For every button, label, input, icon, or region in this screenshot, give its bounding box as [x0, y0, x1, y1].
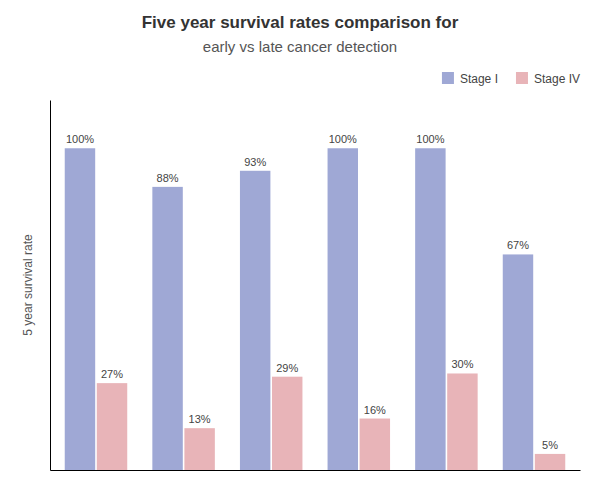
x-axis-line: [51, 470, 581, 471]
bar: [328, 148, 358, 470]
bar: [240, 171, 270, 470]
legend-swatch: [442, 72, 454, 84]
plot: 100% 88% 93% 100% 100% 67% 27% 13% 29% 16% 30% 5% 5 …: [21, 101, 581, 471]
data-label: 100%: [416, 133, 444, 145]
legend-item: Stage I: [442, 72, 498, 86]
legend-item: Stage IV: [516, 72, 580, 86]
bar: [184, 428, 214, 470]
data-labels: 100% 88% 93% 100% 100% 67% 27% 13% 29% 16% 30% 5%: [66, 133, 558, 451]
x-axis: [51, 470, 581, 471]
bar: [447, 373, 477, 470]
data-label: 29%: [276, 362, 298, 374]
data-label: 16%: [364, 404, 386, 416]
data-label: 30%: [451, 358, 473, 370]
legend-label: Stage I: [460, 72, 498, 86]
subtitle: early vs late cancer detection: [203, 38, 397, 55]
data-label: 88%: [157, 172, 179, 184]
bar: [503, 254, 533, 470]
data-label: 100%: [329, 133, 357, 145]
y-axis-title: 5 year survival rate: [21, 234, 35, 336]
chart: Five year survival rates comparison for e…: [0, 0, 600, 500]
bars: [65, 148, 566, 470]
bar: [415, 148, 445, 470]
data-label: 100%: [66, 133, 94, 145]
data-label: 13%: [189, 413, 211, 425]
title: Five year survival rates comparison for: [142, 13, 459, 32]
data-label: 27%: [101, 368, 123, 380]
y-axis-line: [50, 101, 51, 471]
bar: [97, 383, 127, 470]
bar: [360, 419, 390, 470]
data-label: 67%: [507, 239, 529, 251]
data-label: 93%: [244, 156, 266, 168]
bar: [152, 187, 182, 470]
data-label: 5%: [542, 439, 558, 451]
legend-swatch: [516, 72, 528, 84]
legend-label: Stage IV: [534, 72, 580, 86]
bar: [535, 454, 565, 470]
bar: [65, 148, 95, 470]
y-axis: [50, 101, 51, 471]
bar: [272, 377, 302, 470]
legend: Stage I Stage IV: [442, 72, 580, 86]
